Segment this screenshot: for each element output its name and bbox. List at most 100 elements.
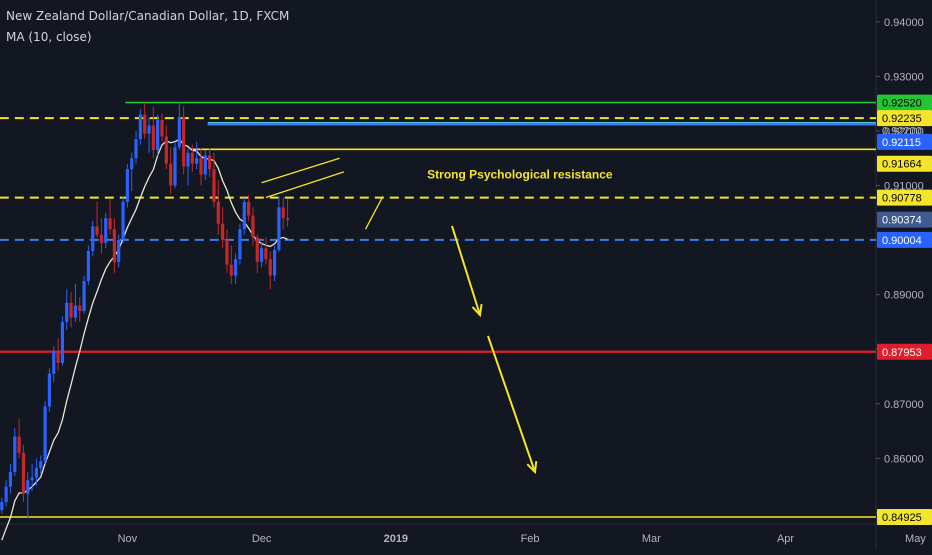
candle-body[interactable] (117, 240, 121, 262)
candle-body[interactable] (91, 226, 95, 251)
candle-body[interactable] (216, 201, 220, 224)
candle-body[interactable] (138, 114, 142, 140)
candle-body[interactable] (43, 406, 47, 462)
candle-body[interactable] (151, 125, 155, 151)
candle-body[interactable] (30, 477, 34, 481)
price-tag-label: 0.90004 (882, 235, 922, 247)
y-tick-label: 0.93000 (884, 71, 924, 83)
y-tick-label: 0.86000 (884, 453, 924, 465)
candle-body[interactable] (281, 207, 285, 219)
candle-body[interactable] (17, 436, 21, 453)
candle-body[interactable] (268, 259, 272, 276)
trendline-peak[interactable] (364, 196, 384, 230)
candle-body[interactable] (26, 480, 30, 494)
candle-body[interactable] (4, 486, 8, 502)
candle-body[interactable] (272, 249, 277, 276)
candle-body[interactable] (225, 240, 229, 265)
candle-body[interactable] (95, 226, 99, 235)
projection-arrow[interactable] (451, 225, 481, 316)
candle-body[interactable] (134, 139, 138, 159)
candle-body[interactable] (73, 305, 78, 318)
price-tag-box (877, 343, 932, 360)
candle-body[interactable] (34, 468, 39, 478)
candle-body[interactable] (104, 218, 108, 243)
candle-body[interactable] (229, 264, 233, 276)
price-tag-label: 0.92115 (882, 137, 921, 149)
y-tick-label: 0.87000 (884, 399, 924, 411)
candle-body[interactable] (143, 114, 147, 134)
symbol-title: New Zealand Dollar/Canadian Dollar, 1D, … (6, 9, 290, 23)
candle-body[interactable] (173, 147, 177, 186)
x-tick-label: Apr (777, 533, 794, 545)
candle-body[interactable] (182, 117, 186, 167)
candle-body[interactable] (251, 215, 255, 238)
price-tag-label: 0.87953 (882, 347, 922, 359)
candle-body[interactable] (65, 302, 69, 322)
candle-body[interactable] (234, 259, 238, 276)
candle-body[interactable] (47, 373, 52, 407)
candle-body[interactable] (242, 201, 246, 230)
candle-body[interactable] (99, 234, 103, 243)
price-tag-label: 0.92520 (882, 98, 922, 110)
candle-body[interactable] (21, 452, 26, 494)
candle-body[interactable] (212, 169, 216, 202)
price-tag-label: 0.90778 (882, 193, 922, 205)
candle-body[interactable] (190, 152, 194, 164)
chart-legend: New Zealand Dollar/Canadian Dollar, 1D, … (6, 6, 289, 48)
candle-body[interactable] (208, 155, 212, 170)
candle-body[interactable] (78, 305, 82, 312)
price-tag-box (877, 211, 932, 228)
candle-body[interactable] (285, 218, 290, 220)
candle-body[interactable] (255, 237, 259, 262)
candle-body[interactable] (277, 207, 281, 250)
candle-body[interactable] (177, 117, 181, 148)
candle-body[interactable] (69, 302, 73, 318)
x-tick-label: Dec (252, 533, 272, 545)
candle-body[interactable] (195, 158, 199, 164)
candle-body[interactable] (60, 321, 65, 363)
candle-body[interactable] (39, 461, 43, 469)
candle-body[interactable] (121, 201, 125, 241)
trendline-upper[interactable] (261, 157, 340, 184)
candle-body[interactable] (125, 169, 129, 202)
candle-body[interactable] (130, 158, 134, 170)
candle-body[interactable] (260, 248, 264, 262)
candle-body[interactable] (264, 248, 268, 260)
price-tag-box (877, 94, 932, 111)
candle-body[interactable] (56, 351, 60, 363)
x-tick-label: Nov (118, 533, 138, 545)
candle-body[interactable] (52, 351, 56, 374)
ma-line (1, 138, 288, 541)
candle-body[interactable] (156, 120, 160, 151)
price-tag-box (877, 231, 932, 248)
price-tag-label: 0.84925 (882, 512, 922, 524)
y-tick-label: 0.91000 (884, 181, 924, 193)
price-tag-label: 0.92235 (882, 113, 922, 125)
price-tag-box (877, 189, 932, 206)
projection-arrow[interactable] (487, 335, 536, 473)
candle-body[interactable] (8, 471, 13, 487)
x-tick-label: Feb (521, 533, 540, 545)
candle-body[interactable] (199, 158, 203, 175)
candle-body[interactable] (186, 152, 190, 167)
candle-body[interactable] (108, 218, 112, 230)
trendline-wedge[interactable] (265, 171, 345, 199)
candle-body[interactable] (147, 125, 151, 134)
candle-body[interactable] (238, 229, 242, 260)
candle-body[interactable] (13, 436, 17, 472)
indicator-label: MA (10, close) (6, 30, 92, 44)
candle-body[interactable] (160, 120, 164, 137)
candle-body[interactable] (0, 501, 4, 511)
candle-body[interactable] (169, 163, 173, 186)
candle-body[interactable] (164, 136, 168, 164)
candle-body[interactable] (112, 229, 116, 262)
price-tag-box (877, 110, 932, 127)
candle-body[interactable] (82, 281, 86, 312)
candle-body[interactable] (247, 201, 251, 216)
candle-body[interactable] (86, 250, 90, 282)
candle-body[interactable] (221, 223, 225, 241)
candle-body[interactable] (203, 155, 207, 175)
